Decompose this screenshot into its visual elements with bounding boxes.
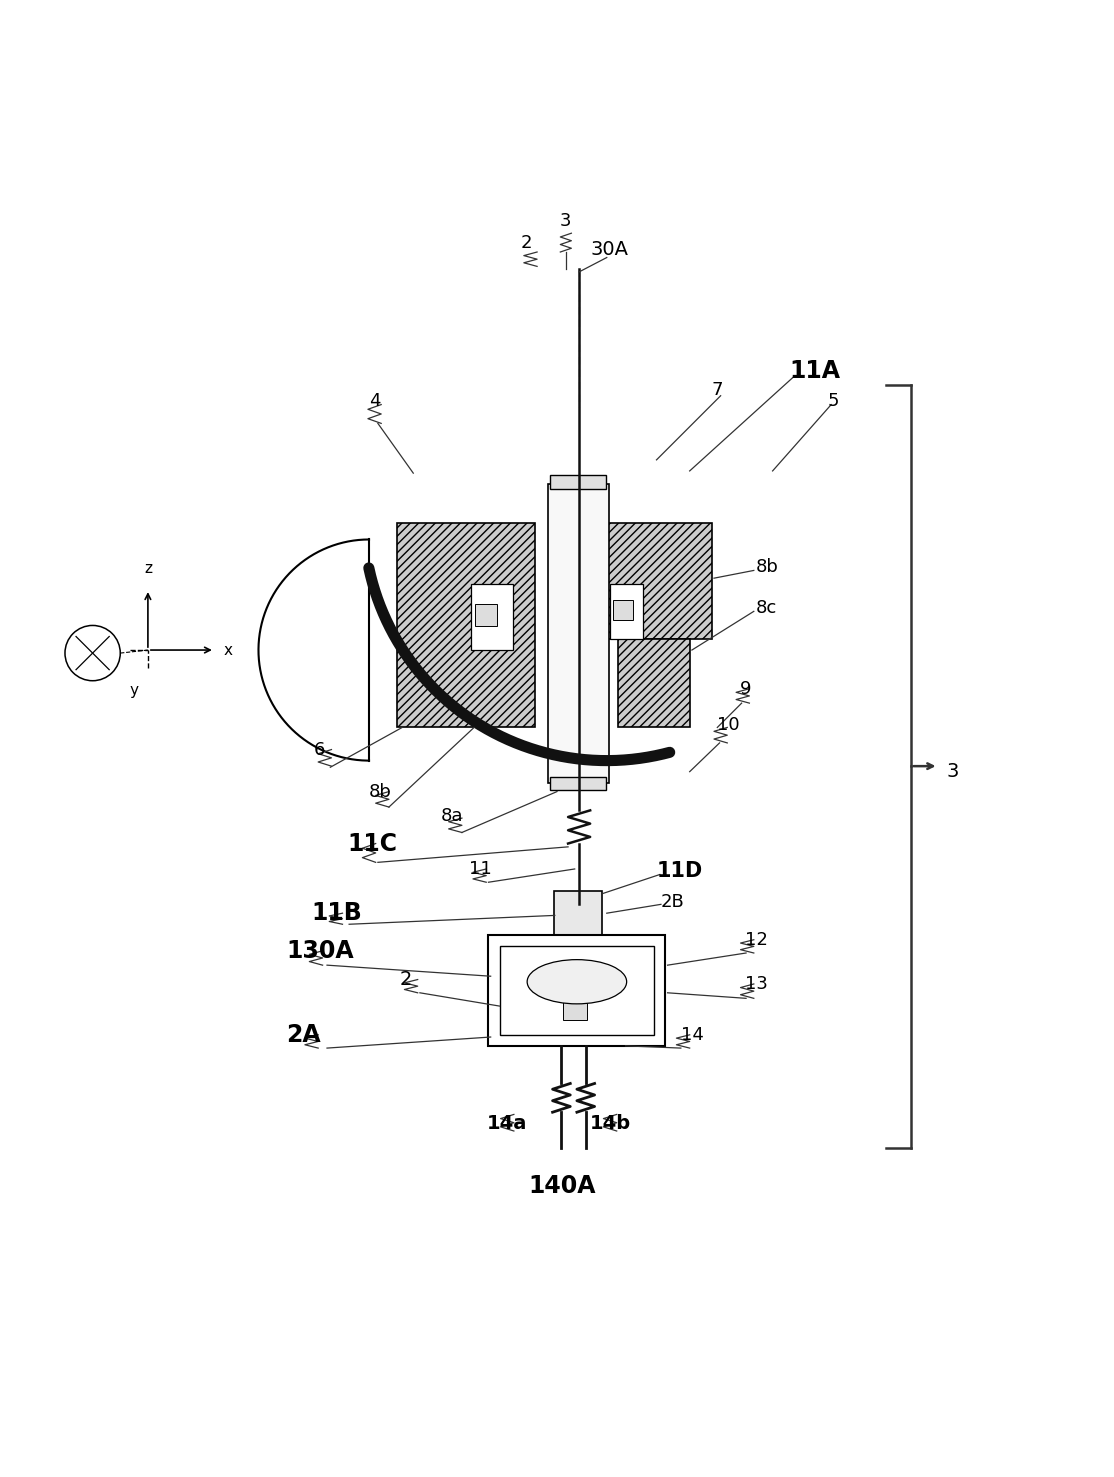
Text: 140A: 140A xyxy=(529,1174,596,1198)
Text: 11C: 11C xyxy=(346,832,397,855)
Bar xyxy=(610,583,643,640)
Bar xyxy=(618,640,690,728)
Text: 8b: 8b xyxy=(756,558,779,576)
Text: 14b: 14b xyxy=(589,1114,631,1133)
Bar xyxy=(471,583,512,650)
Bar xyxy=(554,891,603,935)
Text: 3: 3 xyxy=(946,762,958,781)
Text: 13: 13 xyxy=(745,975,768,993)
Text: 2B: 2B xyxy=(661,894,685,911)
Bar xyxy=(488,935,665,1046)
Text: 10: 10 xyxy=(717,716,740,734)
Text: 11A: 11A xyxy=(789,359,840,384)
Bar xyxy=(614,600,633,620)
Text: 3: 3 xyxy=(560,213,571,230)
Text: 14: 14 xyxy=(681,1027,704,1044)
Bar xyxy=(550,777,606,790)
Text: 6: 6 xyxy=(314,740,325,759)
Text: 4: 4 xyxy=(369,393,381,411)
Text: 30A: 30A xyxy=(590,241,628,260)
Text: 2A: 2A xyxy=(286,1022,321,1047)
Text: 8c: 8c xyxy=(756,600,778,617)
Text: 11D: 11D xyxy=(656,861,703,882)
Text: 12: 12 xyxy=(745,931,768,948)
Bar xyxy=(548,484,609,783)
Bar xyxy=(550,476,606,489)
Bar xyxy=(563,1000,587,1021)
Text: 2: 2 xyxy=(520,235,531,253)
Text: 8a: 8a xyxy=(441,806,463,824)
Text: 7: 7 xyxy=(712,381,723,399)
Ellipse shape xyxy=(527,960,627,1004)
Text: x: x xyxy=(224,642,233,657)
Bar xyxy=(607,523,712,640)
Bar xyxy=(499,947,654,1035)
Text: 130A: 130A xyxy=(286,939,354,963)
Text: y: y xyxy=(129,684,138,699)
Text: 9: 9 xyxy=(740,679,751,697)
Text: z: z xyxy=(144,561,152,576)
Bar xyxy=(476,604,497,626)
Text: 8b: 8b xyxy=(369,783,392,801)
Bar xyxy=(397,523,535,728)
Text: 11: 11 xyxy=(469,860,491,877)
Text: 5: 5 xyxy=(828,393,839,411)
Text: 2: 2 xyxy=(400,970,412,990)
Text: 14a: 14a xyxy=(487,1114,527,1133)
Text: 11B: 11B xyxy=(312,901,362,925)
